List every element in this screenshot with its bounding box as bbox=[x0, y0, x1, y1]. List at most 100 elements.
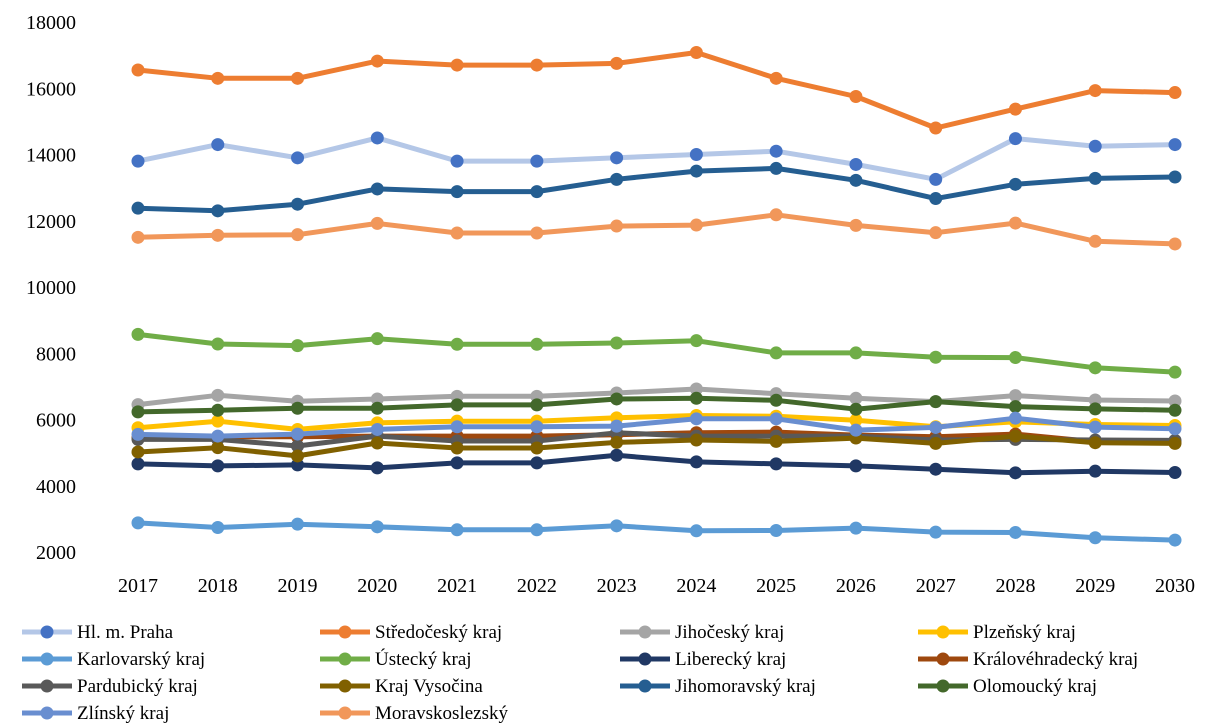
x-tick-label: 2026 bbox=[836, 575, 876, 597]
legend-item: Středočeský kraj bbox=[320, 622, 502, 643]
series-line bbox=[135, 50, 1178, 131]
data-point bbox=[450, 420, 464, 434]
data-point bbox=[370, 436, 384, 450]
legend-label: Plzeňský kraj bbox=[973, 622, 1076, 643]
legend-item: Pardubický kraj bbox=[22, 676, 198, 697]
data-point bbox=[291, 71, 305, 85]
legend-marker bbox=[338, 706, 352, 720]
data-point bbox=[131, 201, 145, 215]
data-point bbox=[689, 148, 703, 161]
series-line bbox=[135, 395, 1178, 415]
series-line bbox=[135, 433, 1178, 459]
data-point bbox=[291, 439, 305, 453]
series-line bbox=[135, 413, 1178, 432]
data-point bbox=[450, 58, 464, 72]
data-point bbox=[689, 524, 703, 538]
series-line bbox=[135, 415, 1178, 439]
legend-item: Hl. m. Praha bbox=[22, 622, 174, 643]
data-point bbox=[530, 523, 544, 537]
legend-label: Středočeský kraj bbox=[375, 622, 502, 643]
data-point bbox=[450, 441, 464, 455]
data-point bbox=[929, 436, 943, 450]
x-tick-label: 2022 bbox=[517, 575, 557, 597]
legend-label: Královéhradecký kraj bbox=[973, 649, 1138, 670]
data-point bbox=[211, 71, 225, 85]
y-tick-label: 2000 bbox=[36, 542, 76, 564]
legend-label: Kraj Vysočina bbox=[375, 676, 483, 697]
data-point bbox=[211, 228, 225, 242]
data-point bbox=[610, 151, 624, 165]
y-tick-label: 4000 bbox=[36, 476, 76, 498]
legend-label: Pardubický kraj bbox=[77, 676, 198, 697]
legend-marker bbox=[40, 652, 54, 666]
data-point bbox=[1088, 420, 1102, 434]
data-point bbox=[689, 334, 703, 348]
data-point bbox=[610, 448, 624, 462]
data-point bbox=[1088, 361, 1102, 375]
data-point bbox=[370, 520, 384, 534]
legend-marker bbox=[338, 625, 352, 639]
data-point bbox=[211, 520, 225, 534]
data-point bbox=[1168, 422, 1182, 436]
y-tick-label: 16000 bbox=[26, 78, 76, 100]
y-tick-label: 14000 bbox=[26, 145, 76, 167]
legend-marker bbox=[40, 625, 54, 639]
series-line bbox=[135, 165, 1178, 214]
data-point bbox=[530, 226, 544, 240]
x-axis: 2017 2018 2019 2020 2021 2022 2023 2024 2025 2026… bbox=[118, 575, 1195, 597]
x-tick-label: 2021 bbox=[437, 575, 477, 597]
y-tick-label: 10000 bbox=[26, 277, 76, 299]
data-point bbox=[370, 461, 384, 475]
data-point bbox=[291, 458, 305, 472]
data-point bbox=[450, 456, 464, 470]
data-point bbox=[450, 226, 464, 240]
data-point bbox=[211, 388, 225, 402]
data-point bbox=[849, 173, 863, 187]
data-point bbox=[131, 230, 145, 244]
data-point bbox=[849, 402, 863, 416]
data-point bbox=[291, 228, 305, 242]
series-line bbox=[135, 212, 1178, 247]
series-line bbox=[135, 135, 1178, 182]
data-point bbox=[689, 391, 703, 405]
data-point bbox=[769, 208, 783, 222]
data-point bbox=[1008, 389, 1022, 403]
data-point bbox=[689, 412, 703, 426]
data-point bbox=[929, 420, 943, 434]
data-point bbox=[530, 58, 544, 72]
data-point bbox=[689, 382, 703, 396]
y-tick-label: 12000 bbox=[26, 211, 76, 233]
data-point bbox=[131, 405, 145, 419]
data-point bbox=[1008, 400, 1022, 414]
data-point bbox=[610, 419, 624, 433]
data-point bbox=[1088, 139, 1102, 153]
data-point bbox=[1168, 436, 1182, 450]
data-point bbox=[450, 523, 464, 537]
data-point bbox=[370, 131, 384, 145]
data-point bbox=[131, 327, 145, 341]
data-point bbox=[530, 456, 544, 470]
data-point bbox=[689, 164, 703, 178]
series-group bbox=[131, 45, 1182, 135]
data-point bbox=[1088, 84, 1102, 98]
data-point bbox=[1008, 102, 1022, 116]
data-point bbox=[1088, 464, 1102, 478]
data-point bbox=[291, 401, 305, 415]
data-point bbox=[1168, 533, 1182, 547]
data-point bbox=[849, 218, 863, 232]
data-point bbox=[131, 457, 145, 471]
legend: Hl. m. Praha Středočeský kraj Jihočeský kr… bbox=[22, 622, 1138, 724]
data-point bbox=[769, 412, 783, 426]
x-tick-label: 2024 bbox=[676, 575, 716, 597]
data-point bbox=[769, 434, 783, 448]
legend-item: Moravskoslezský bbox=[320, 703, 508, 724]
data-point bbox=[370, 392, 384, 406]
data-point bbox=[211, 414, 225, 428]
data-point bbox=[1088, 436, 1102, 450]
data-point bbox=[1008, 216, 1022, 230]
y-tick-label: 8000 bbox=[36, 343, 76, 365]
legend-label: Jihomoravský kraj bbox=[675, 676, 816, 697]
data-point bbox=[1088, 531, 1102, 545]
data-point bbox=[610, 435, 624, 449]
data-point bbox=[929, 462, 943, 476]
